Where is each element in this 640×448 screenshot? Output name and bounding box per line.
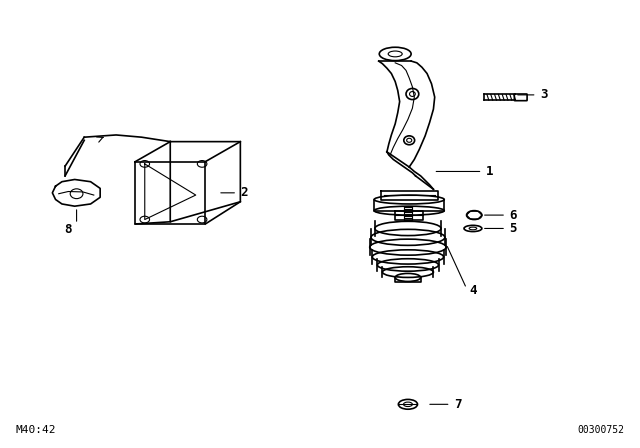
Text: 5: 5 bbox=[509, 222, 516, 235]
Text: 6: 6 bbox=[509, 209, 516, 222]
Text: M40:42: M40:42 bbox=[15, 426, 56, 435]
Text: 7: 7 bbox=[454, 398, 461, 411]
Text: 00300752: 00300752 bbox=[577, 426, 625, 435]
Text: 1: 1 bbox=[486, 165, 493, 178]
Text: 2: 2 bbox=[241, 186, 248, 199]
Text: 8: 8 bbox=[64, 223, 71, 236]
Text: 3: 3 bbox=[540, 88, 547, 101]
Text: 4: 4 bbox=[470, 284, 477, 297]
